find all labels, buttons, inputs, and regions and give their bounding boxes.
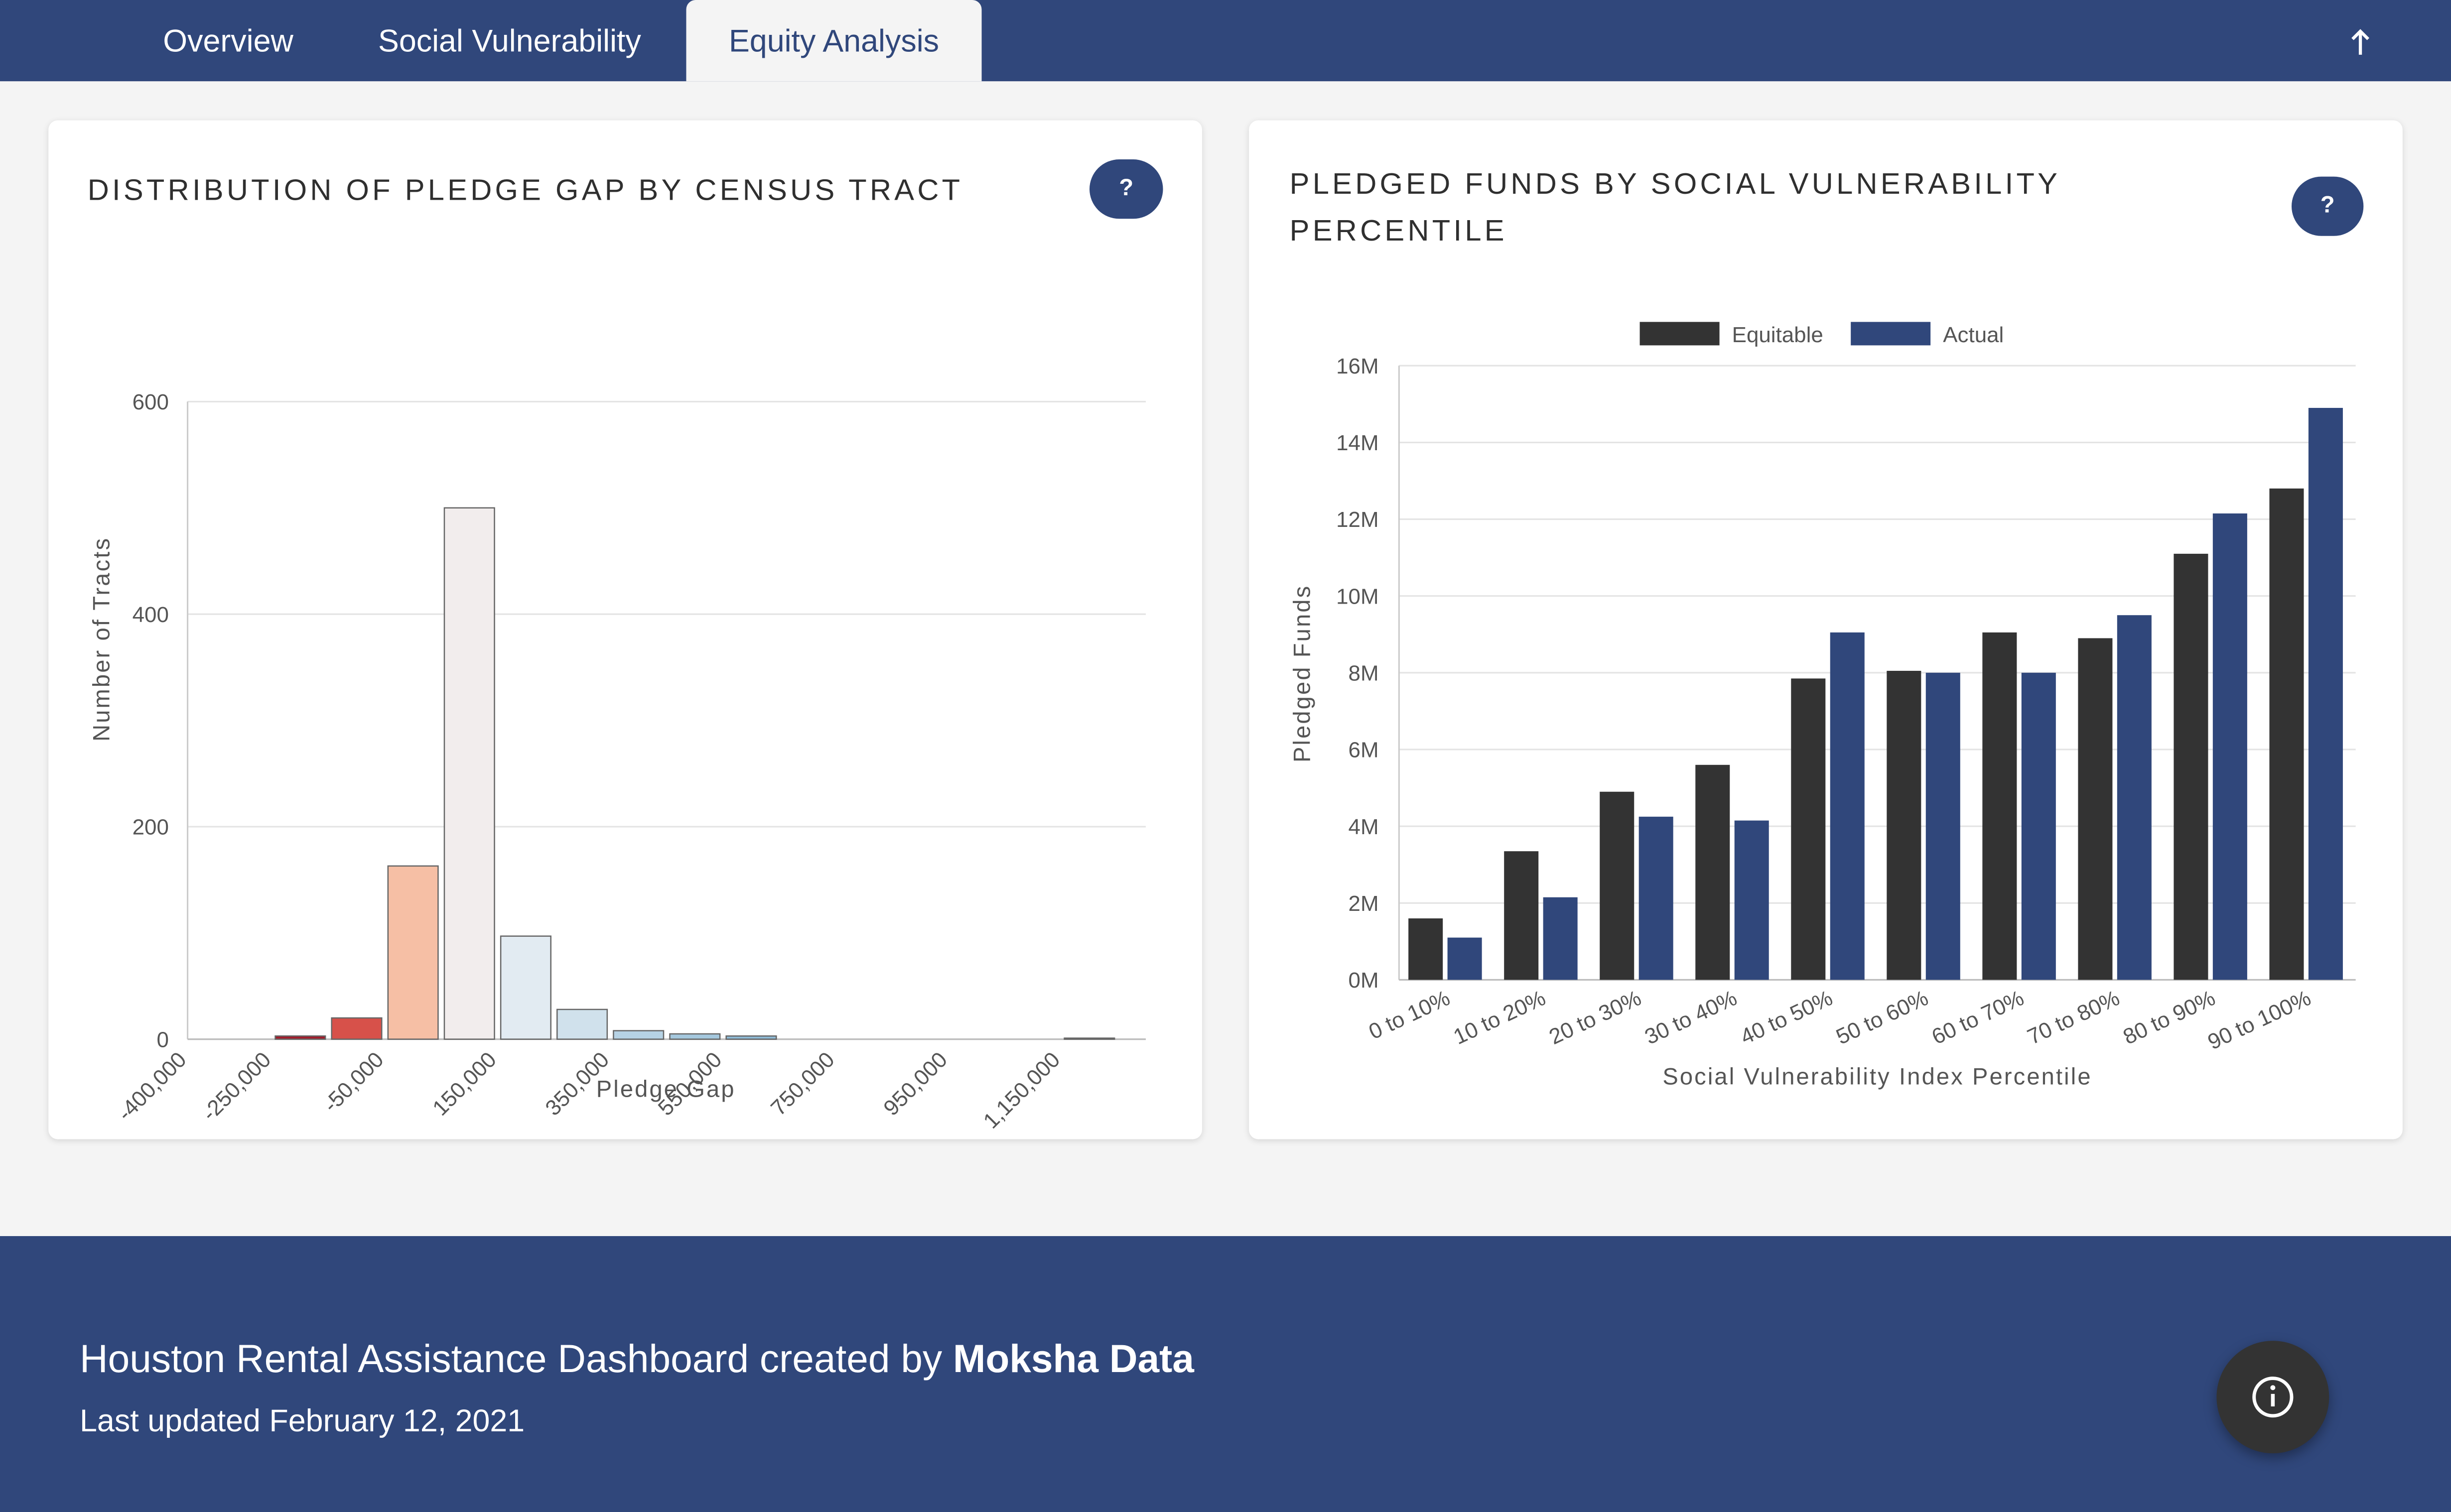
hist-x-tick-label: 750,000	[766, 1047, 839, 1121]
bar-actual	[1734, 820, 1769, 980]
bar-equitable	[2078, 638, 2113, 980]
hist-bar	[725, 1035, 777, 1040]
hist-y-tick-label: 200	[133, 815, 169, 840]
pledged-funds-bar-chart: 0M 2M 4M 6M 8M 10M 12M 14M 16M 0 to 10%10 to 20%2…	[1288, 322, 2356, 1090]
pledge-gap-card: DISTRIBUTION OF PLEDGE GAP BY CENSUS TRA…	[48, 120, 1202, 1139]
bar-x-tick-label: 0 to 10%	[1365, 986, 1454, 1044]
bar-actual	[2212, 513, 2247, 980]
bar-actual	[1447, 937, 1482, 980]
legend-label-actual: Actual	[1943, 323, 2004, 347]
bar-y-tick-label: 0M	[1349, 968, 1379, 993]
arrow-up-icon	[2351, 29, 2369, 55]
hist-x-tick-label: -50,000	[319, 1047, 389, 1117]
bar-x-tick-label: 60 to 70%	[1928, 986, 2028, 1049]
hist-x-tick-label: 1,150,000	[979, 1047, 1065, 1134]
hist-bar	[274, 1035, 326, 1040]
pledged-funds-card-title-line2: PERCENTILE	[1289, 216, 1507, 249]
top-navigation-bar: Overview Social Vulnerability Equity Ana…	[0, 0, 2451, 82]
bar-y-tick-label: 2M	[1349, 891, 1379, 916]
tab-overview[interactable]: Overview	[163, 25, 293, 60]
hist-bar	[1064, 1037, 1115, 1040]
pledged-funds-card-title-line1: PLEDGED FUNDS BY SOCIAL VULNERABILITY	[1289, 168, 2061, 202]
bar-y-tick-label: 4M	[1349, 815, 1379, 839]
bar-y-tick-label: 8M	[1349, 661, 1379, 686]
bar-y-tick-label: 16M	[1336, 354, 1378, 378]
footer	[0, 1236, 2451, 1512]
hist-x-tick-label: -400,000	[113, 1047, 191, 1126]
bar-x-tick-label: 40 to 50%	[1737, 986, 1836, 1049]
bar-x-tick-label: 90 to 100%	[2204, 986, 2315, 1054]
bar-x-tick-label: 30 to 40%	[1641, 986, 1741, 1049]
bar-actual	[2308, 408, 2343, 980]
bar-equitable	[1600, 791, 1634, 980]
bar-x-tick-label: 50 to 60%	[1832, 986, 1932, 1049]
bar-y-tick-label: 14M	[1336, 431, 1378, 455]
footer-credit-prefix: Houston Rental Assistance Dashboard crea…	[80, 1337, 953, 1382]
bar-actual	[2117, 615, 2152, 980]
bar-x-tick-label: 80 to 90%	[2119, 986, 2219, 1049]
tab-equity-analysis[interactable]: Equity Analysis	[686, 0, 982, 82]
hist-bar	[500, 935, 551, 1040]
hist-y-tick-label: 600	[133, 390, 169, 414]
pledged-funds-card: PLEDGED FUNDS BY SOCIAL VULNERABILITY PE…	[1249, 120, 2403, 1139]
pledge-gap-card-title: DISTRIBUTION OF PLEDGE GAP BY CENSUS TRA…	[87, 175, 963, 208]
bar-y-tick-label: 6M	[1349, 738, 1379, 762]
bar-y-tick-label: 10M	[1336, 584, 1378, 609]
bar-actual	[1830, 632, 1865, 980]
pledge-gap-help-button[interactable]: ?	[1089, 159, 1163, 219]
hist-y-tick-label: 0	[156, 1027, 168, 1052]
bar-x-tick-label: 20 to 30%	[1545, 986, 1645, 1049]
footer-last-updated: Last updated February 12, 2021	[80, 1404, 525, 1439]
info-button[interactable]	[2216, 1341, 2329, 1454]
tab-social-vulnerability[interactable]: Social Vulnerability	[378, 25, 641, 60]
hist-x-tick-label: 950,000	[879, 1047, 952, 1121]
bar-equitable	[2174, 553, 2208, 980]
bar-equitable	[1504, 851, 1539, 980]
legend-label-equitable: Equitable	[1732, 323, 1823, 347]
hist-x-tick-label: -250,000	[197, 1047, 275, 1126]
bar-equitable	[1982, 632, 2017, 980]
bar-actual	[1925, 672, 1960, 980]
hist-bar	[613, 1030, 665, 1040]
back-to-top-button[interactable]	[2335, 22, 2385, 63]
bar-equitable	[2269, 488, 2304, 980]
bar-actual	[2021, 672, 2056, 980]
bar-actual	[1543, 897, 1578, 980]
bar-y-tick-label: 12M	[1336, 507, 1378, 532]
hist-y-tick-label: 400	[133, 603, 169, 627]
legend-swatch-equitable	[1639, 322, 1720, 346]
hist-bar	[443, 507, 495, 1040]
legend-swatch-actual	[1851, 322, 1931, 346]
bar-x-tick-label: 10 to 20%	[1450, 986, 1549, 1049]
bar-equitable	[1695, 764, 1730, 980]
bar-equitable	[1408, 918, 1443, 980]
hist-bar	[669, 1033, 721, 1040]
hist-bar	[331, 1017, 383, 1040]
footer-credit: Houston Rental Assistance Dashboard crea…	[80, 1338, 1194, 1383]
pledged-funds-help-button[interactable]: ?	[2292, 176, 2364, 236]
bar-x-tick-label: 70 to 80%	[2024, 986, 2123, 1049]
bar-equitable	[1791, 678, 1826, 980]
bar-equitable	[1887, 670, 1921, 980]
bar-x-axis-label: Social Vulnerability Index Percentile	[1662, 1063, 2092, 1090]
hist-bar	[387, 865, 439, 1040]
footer-credit-org: Moksha Data	[953, 1337, 1194, 1382]
pledge-gap-histogram: 0 200 400 600 -400,000 -250,000 -50,000 150,000…	[88, 390, 1146, 1134]
hist-x-axis-label: Pledge Gap	[596, 1076, 736, 1102]
bar-actual	[1638, 816, 1673, 980]
hist-bar	[556, 1008, 608, 1040]
hist-y-axis-label: Number of Tracts	[88, 537, 115, 742]
info-icon	[2252, 1377, 2294, 1418]
hist-x-tick-label: 150,000	[428, 1047, 501, 1121]
bar-y-axis-label: Pledged Funds	[1288, 585, 1315, 762]
